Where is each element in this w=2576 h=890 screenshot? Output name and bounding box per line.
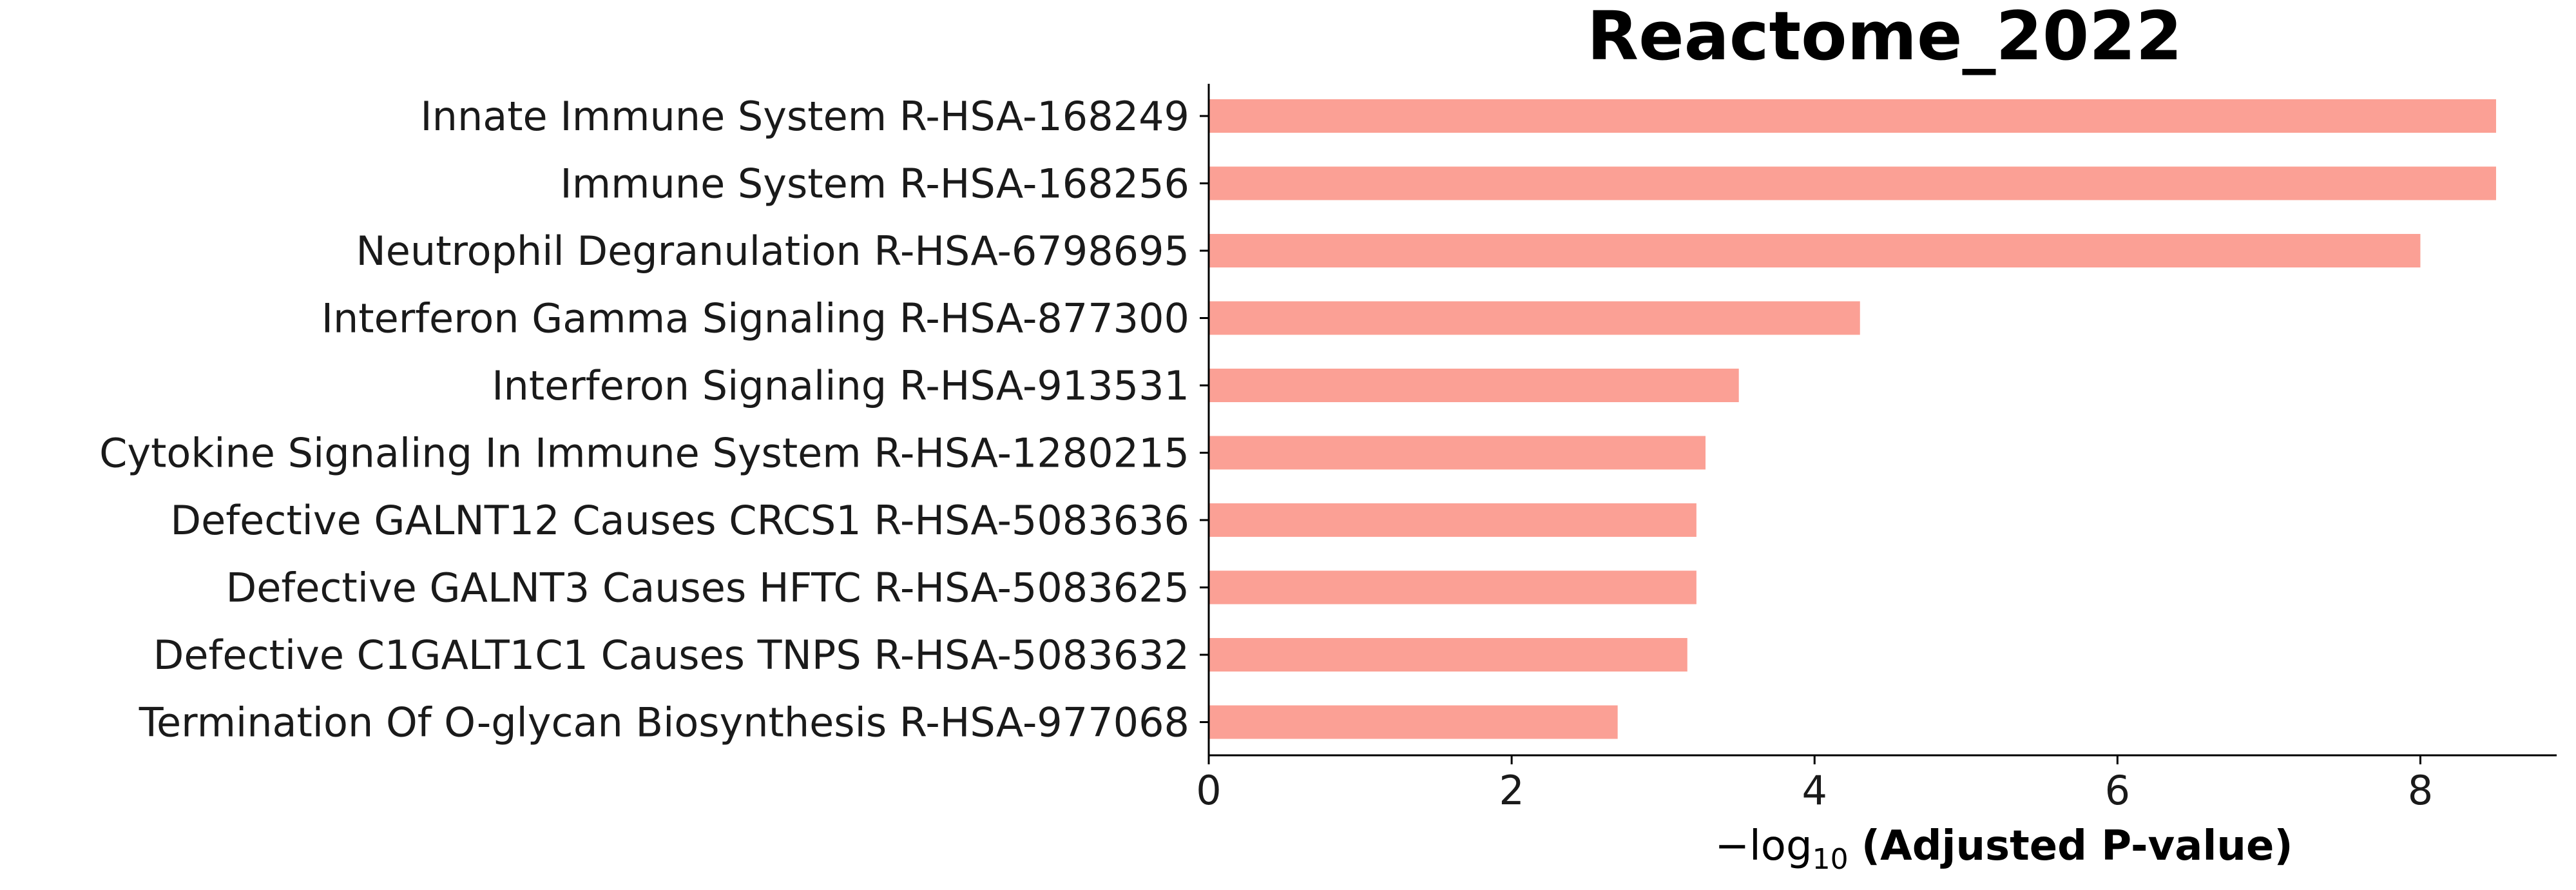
x-tick-label: 6 <box>2105 767 2130 814</box>
x-tick-label: 4 <box>1802 767 1827 814</box>
category-label: Interferon Gamma Signaling R-HSA-877300 <box>322 295 1189 342</box>
x-tick-label: 2 <box>1499 767 1524 814</box>
bar <box>1209 301 1860 335</box>
category-label: Defective GALNT3 Causes HFTC R-HSA-50836… <box>226 565 1189 612</box>
x-ticks: 0 2 4 6 8 <box>1196 755 2433 814</box>
bars-layer <box>1209 99 2496 739</box>
category-label: Cytokine Signaling In Immune System R-HS… <box>99 430 1189 477</box>
x-tick-label: 0 <box>1196 767 1221 814</box>
x-axis-label-main: (Adjusted P-value) <box>1861 822 2293 870</box>
bar <box>1209 705 1618 739</box>
bar <box>1209 369 1739 402</box>
category-label: Innate Immune System R-HSA-168249 <box>420 93 1189 140</box>
x-tick-label: 8 <box>2408 767 2433 814</box>
category-label: Interferon Signaling R-HSA-913531 <box>492 362 1189 409</box>
bar <box>1209 570 1697 605</box>
x-axis-label: −log10 (Adjusted P-value) <box>1715 822 2292 876</box>
category-label: Defective GALNT12 Causes CRCS1 R-HSA-508… <box>170 497 1189 544</box>
x-axis-label-prefix: −log <box>1715 822 1812 870</box>
axes <box>1200 84 2557 757</box>
category-label: Neutrophil Degranulation R-HSA-6798695 <box>356 227 1189 275</box>
category-label: Immune System R-HSA-168256 <box>560 160 1189 208</box>
category-labels: Innate Immune System R-HSA-168249 Immune … <box>99 93 1189 746</box>
bar <box>1209 503 1697 537</box>
bar <box>1209 99 2496 133</box>
bar <box>1209 638 1687 672</box>
category-label: Termination Of O-glycan Biosynthesis R-H… <box>139 699 1189 746</box>
x-axis-label-subscript: 10 <box>1812 843 1849 876</box>
bar <box>1209 436 1706 470</box>
category-label: Defective C1GALT1C1 Causes TNPS R-HSA-50… <box>153 632 1189 679</box>
bar <box>1209 166 2496 200</box>
chart-title: Reactome_2022 <box>1587 0 2182 75</box>
bar <box>1209 234 2421 267</box>
